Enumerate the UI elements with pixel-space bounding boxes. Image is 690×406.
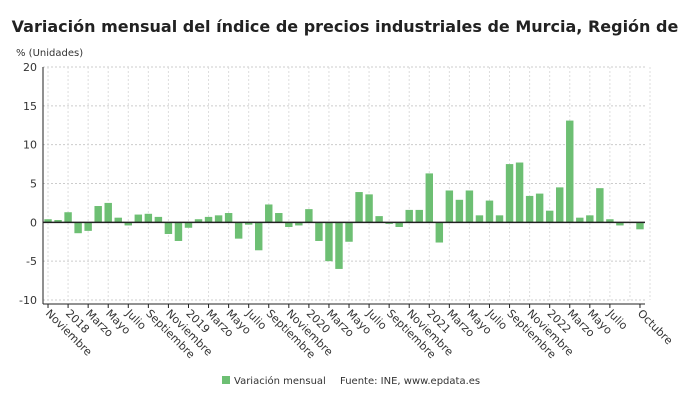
bar [365, 194, 373, 223]
bar [395, 222, 403, 227]
bar [265, 204, 273, 223]
y-tick-label: 20 [23, 61, 37, 74]
bar [224, 213, 233, 223]
bar [335, 222, 343, 269]
bar [154, 216, 163, 223]
bar [255, 222, 263, 251]
bar [576, 217, 584, 223]
bar [475, 215, 484, 223]
bar [64, 212, 72, 223]
bar [74, 222, 82, 234]
bar [94, 206, 102, 223]
source-text: Fuente: INE, www.epdata.es [340, 376, 480, 387]
bar [275, 213, 283, 223]
bar [616, 222, 624, 226]
bar [144, 213, 153, 223]
bar [445, 190, 454, 223]
legend-swatch [222, 376, 230, 384]
bar [114, 217, 122, 223]
y-tick-label: -5 [26, 255, 37, 268]
y-tick-label: 10 [23, 139, 37, 152]
bar [174, 222, 183, 241]
bar [325, 222, 333, 262]
bar [515, 162, 524, 223]
bar [44, 219, 52, 223]
bar [84, 222, 92, 231]
x-tick-label: Octubre [635, 307, 675, 347]
y-tick-label: 5 [30, 178, 37, 191]
bar [425, 173, 433, 223]
y-tick-label: 15 [23, 100, 37, 113]
bar [124, 222, 132, 226]
bar [495, 215, 504, 223]
bar [295, 222, 303, 226]
bar [285, 222, 293, 227]
bar [134, 214, 143, 223]
bar [194, 219, 203, 223]
bar [214, 215, 223, 223]
bar [184, 222, 193, 228]
bar [315, 222, 323, 241]
legend-label: Variación mensual [234, 375, 326, 387]
bar [355, 192, 363, 223]
y-axis-label: % (Unidades) [16, 48, 83, 59]
bar [435, 222, 444, 243]
bar [164, 222, 173, 234]
bar [566, 120, 574, 223]
bar [405, 209, 413, 223]
bar [204, 216, 213, 223]
bar [586, 215, 594, 223]
bar [244, 222, 253, 225]
bar [606, 219, 614, 223]
bar [345, 222, 353, 242]
bar [234, 222, 243, 239]
bar [485, 200, 494, 223]
bar [104, 202, 112, 223]
bar [596, 188, 604, 223]
bar [305, 209, 313, 223]
bar [545, 210, 554, 223]
bar [54, 220, 62, 223]
bar [375, 216, 383, 223]
bar [415, 209, 423, 223]
y-tick-label: 0 [30, 216, 37, 229]
bar [455, 199, 464, 223]
bar [385, 222, 393, 224]
bar [556, 187, 564, 223]
bar [505, 164, 514, 223]
bar [535, 193, 544, 223]
bar [525, 195, 534, 223]
y-tick-label: -10 [19, 294, 37, 307]
chart-title: Variación mensual del índice de precios … [12, 17, 679, 36]
bar [636, 222, 644, 230]
bar [465, 190, 474, 223]
